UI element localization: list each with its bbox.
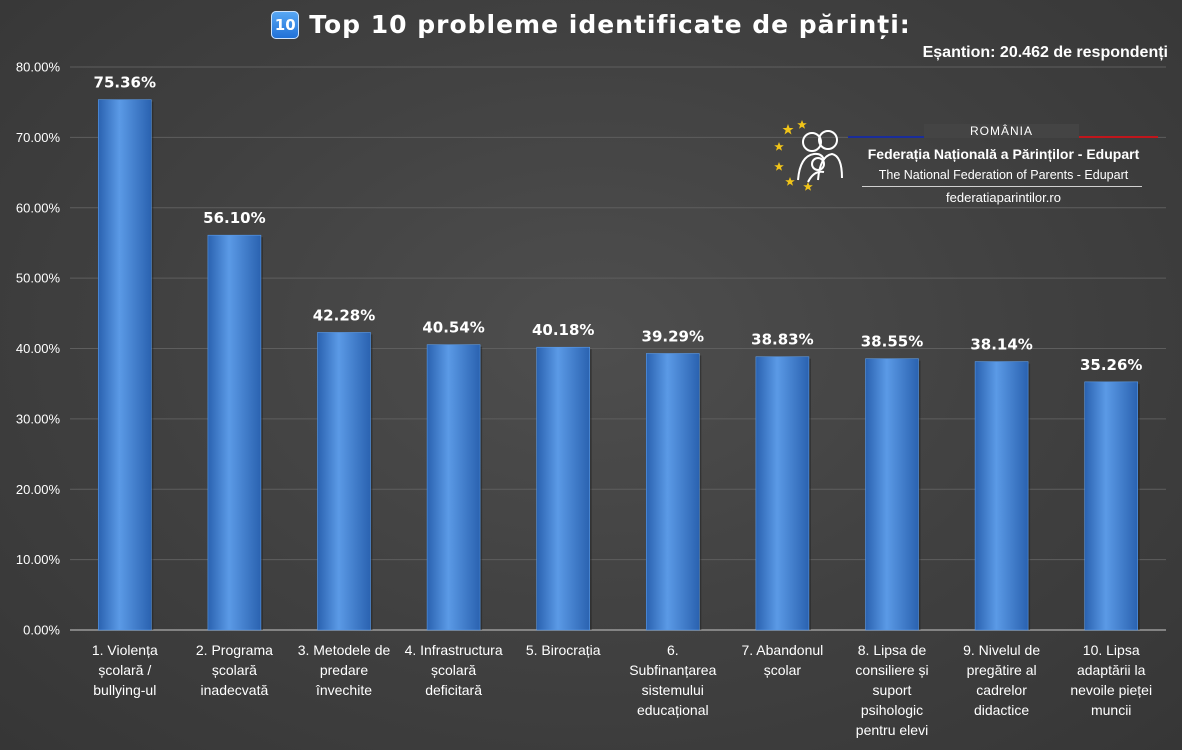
x-category-label: 2. Programa școlară inadecvată [196,642,273,698]
x-category-label: 8. Lipsa de consiliere și suport psihologic… [855,642,928,738]
bar-value-label: 75.36% [94,74,156,92]
keycap-ten-icon: 10 [271,10,300,39]
bar-value-label: 39.29% [642,327,704,345]
family-stars-icon [774,120,843,191]
chart-title-row: 10 Top 10 probleme identificate de părinț… [0,10,1182,39]
x-category-label: 1. Violența școlară / bullying-ul [92,642,158,698]
logo-country: ROMÂNIA [924,124,1079,138]
bar-value-label: 35.26% [1080,356,1142,374]
bars [98,99,1140,631]
bar-value-label: 40.54% [422,319,484,337]
bar-value-label: 42.28% [313,306,375,324]
sample-size-label: Eșantion: 20.462 de respondenți [922,44,1168,61]
logo-english-name: The National Federation of Parents - Edu… [878,168,1129,182]
x-category-label: 10. Lipsa adaptării la nevoile pieței munci… [1070,642,1152,718]
x-category-label: 3. Metodele de predare învechite [298,642,391,698]
logo-divider [862,186,1142,187]
bar [974,361,1029,631]
bar [645,353,700,631]
bar [865,358,919,631]
bar [536,346,591,631]
bar [207,234,262,631]
bar-value-label: 56.10% [203,209,265,227]
y-tick-label: 10.00% [16,552,61,567]
x-axis-labels: 1. Violența școlară / bullying-ul 2. Progra… [92,642,1152,738]
y-tick-label: 80.00% [16,60,61,75]
bar [426,344,481,631]
x-category-label: 5. Birocrația [526,642,601,658]
logo-website: federatiaparintilor.ro [946,190,1061,205]
x-category-label: 9. Nivelul de pregătire al cadrelor didacti… [963,642,1040,718]
y-tick-label: 0.00% [23,623,60,638]
logo-organization-name: Federația Națională a Părinților - Edupa… [867,146,1140,162]
x-category-label: 4. Infrastructura școlară deficitară [405,642,503,698]
y-tick-label: 60.00% [16,200,61,215]
bar [755,356,810,631]
bar-value-label: 38.55% [861,333,923,351]
y-axis-ticks: 0.00% 10.00% 20.00% 30.00% 40.00% 50.00% 60.00… [16,60,61,638]
bar-value-label: 40.18% [532,321,594,339]
bar [1084,381,1138,631]
bar-value-label: 38.14% [970,336,1032,354]
bar [98,99,152,631]
edupart-logo: ROMÂNIA Federația Națională a Părinților… [774,120,1159,212]
y-tick-label: 70.00% [16,130,61,145]
y-tick-label: 40.00% [16,341,61,356]
chart-title: Top 10 probleme identificate de părinți: [309,10,911,39]
y-tick-label: 30.00% [16,411,61,426]
x-category-label: 6. Subfinanțarea sistemului educațional [629,642,716,718]
x-category-label: 7. Abandonul școlar [742,642,824,678]
bar-value-label: 38.83% [751,331,813,349]
value-labels: 75.36% 56.10% 42.28% 40.54% 40.18% 39.29% 38.8… [94,74,1143,374]
bar [317,332,371,631]
y-tick-label: 50.00% [16,271,61,286]
y-tick-label: 20.00% [16,482,61,497]
